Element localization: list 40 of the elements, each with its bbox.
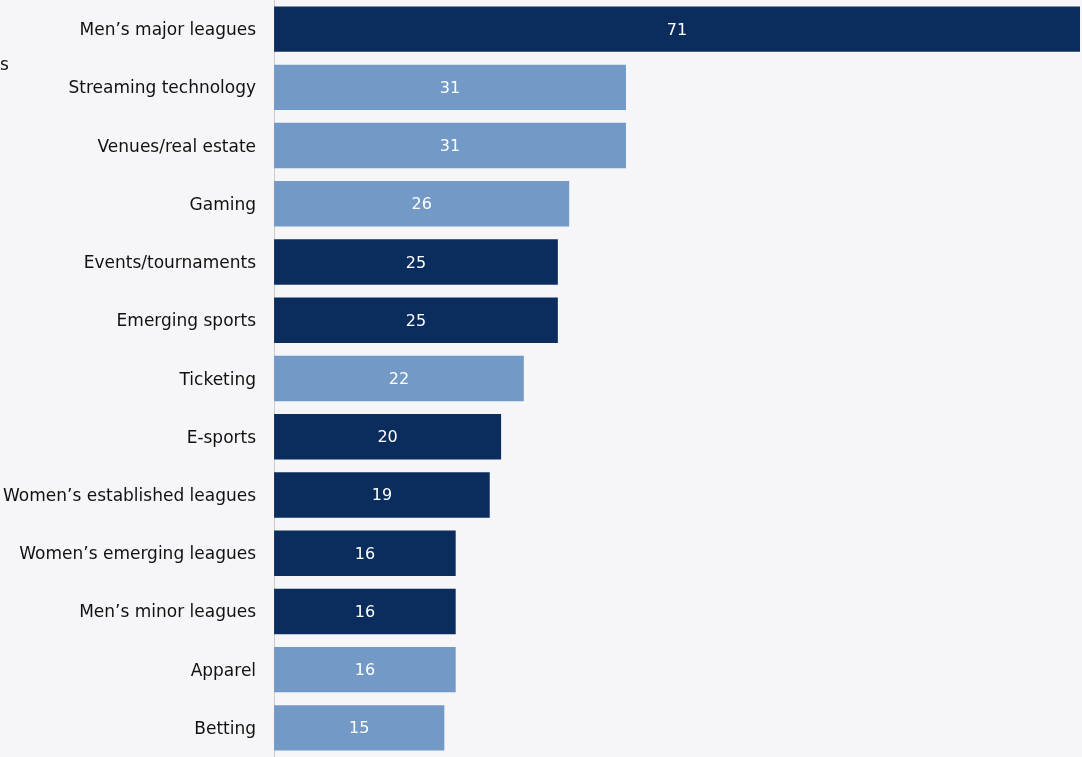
data-label: 22 — [388, 369, 410, 388]
data-label: 71 — [666, 19, 688, 39]
y-tick-label: Betting — [194, 717, 257, 738]
y-tick-label: Events/tournaments — [83, 252, 257, 273]
bar — [274, 355, 524, 402]
bar — [274, 6, 1080, 52]
y-tick-label: Apparel — [190, 659, 257, 680]
y-tick-label: Men’s major leagues — [79, 19, 257, 40]
data-label: 25 — [405, 252, 427, 272]
bar — [274, 122, 626, 169]
data-label: 20 — [377, 427, 398, 447]
data-label: 25 — [405, 310, 427, 330]
bar — [274, 181, 570, 227]
y-tick-label: Emerging sports — [116, 310, 257, 331]
bar — [274, 646, 456, 693]
y-tick-label: Gaming — [189, 193, 257, 214]
bar — [274, 530, 456, 576]
data-label: 16 — [354, 660, 376, 680]
y-tick-label: Women’s established leagues — [3, 484, 257, 505]
text: s — [0, 54, 9, 74]
data-label: 31 — [439, 136, 461, 156]
data-label: 26 — [411, 194, 432, 214]
bar — [274, 64, 626, 111]
data-label: 31 — [439, 77, 461, 97]
y-tick-label: Venues/real estate — [97, 135, 257, 156]
y-tick-label: E-sports — [186, 426, 257, 447]
y-tick-label: Streaming technology — [68, 77, 257, 98]
bar — [274, 297, 558, 343]
y-tick-label: Women’s emerging leagues — [19, 543, 257, 564]
bar — [274, 588, 456, 635]
y-tick-label: Men’s minor leagues — [79, 601, 257, 622]
bar — [274, 239, 558, 285]
y-tick-label: Ticketing — [178, 368, 257, 389]
bar — [274, 414, 502, 460]
data-label: 16 — [354, 601, 376, 621]
bar — [274, 472, 490, 518]
data-label: 16 — [354, 543, 376, 563]
bar — [274, 705, 445, 751]
data-label: 19 — [371, 485, 393, 505]
data-label: 15 — [349, 718, 370, 738]
